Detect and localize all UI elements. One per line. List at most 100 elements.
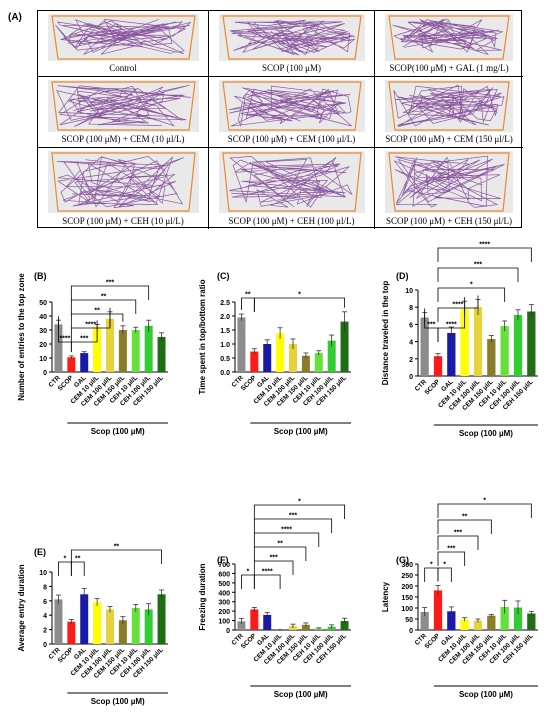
- group-label: Scop (100 µM): [91, 697, 145, 706]
- y-tick-label: 4: [409, 340, 413, 347]
- significance-label: **: [94, 308, 100, 315]
- bar: [513, 314, 523, 376]
- significance-bracket: [70, 320, 98, 352]
- x-tick-label: SCOP: [423, 632, 441, 650]
- swim-track: [229, 19, 356, 56]
- panel-label: (B): [34, 271, 47, 281]
- bar: [276, 333, 285, 372]
- bar: [80, 353, 89, 372]
- y-tick-label: 600: [218, 571, 230, 578]
- significance-label: **: [277, 541, 283, 548]
- tracking-grid: Control SCOP (100 μM) SCOP(100 μM) + GAL (…: [37, 10, 523, 229]
- significance-label: *: [470, 282, 473, 289]
- bar: [500, 606, 509, 630]
- bar: [144, 325, 153, 372]
- significance-label: ***: [447, 546, 455, 553]
- significance-label: ****: [262, 569, 273, 576]
- bar: [289, 344, 297, 372]
- tracking-plot: [385, 80, 513, 132]
- tank-outline: [51, 81, 196, 131]
- tracking-plot: [219, 80, 365, 132]
- tracking-caption: SCOP (100 μM) + CEH (150 μl/L): [386, 216, 512, 226]
- tracking-caption: SCOP (100 μM) + CEM (10 μl/L): [61, 134, 185, 144]
- bar: [54, 324, 63, 372]
- tracking-cell: SCOP (100 μM) + CEM (100 μl/L): [209, 77, 375, 148]
- significance-bracket: [253, 297, 345, 312]
- significance-bracket: [58, 561, 72, 576]
- bar: [157, 594, 166, 644]
- bar: [460, 308, 469, 376]
- significance-label: ***: [270, 555, 278, 562]
- chart-g: (G)Latency050100150200250300CTRSCOPGALCE…: [381, 498, 538, 699]
- y-tick-label: 8: [43, 584, 47, 591]
- chart-c: (C) Time spent in top/bottom ratio 0.0 0.5 1…: [198, 271, 351, 436]
- significance-bracket: [437, 551, 466, 566]
- tracking-cell: SCOP (100 μM) + CEH (100 μl/L): [209, 148, 375, 229]
- bar: [118, 330, 127, 372]
- significance-label: ***: [289, 513, 297, 520]
- significance-bracket: [241, 574, 255, 589]
- bar: [250, 609, 259, 630]
- y-axis-label: Latency: [381, 581, 390, 612]
- bar: [118, 620, 127, 644]
- y-tick-label: 30: [39, 328, 47, 335]
- tank-outline: [51, 15, 196, 60]
- swim-track: [393, 155, 505, 208]
- significance-label: *: [247, 569, 250, 576]
- bar: [80, 594, 89, 644]
- y-tick-label: 200: [401, 584, 413, 591]
- significance-label: **: [75, 556, 81, 563]
- tracking-plot: [219, 14, 365, 61]
- y-tick-label: 300: [401, 562, 413, 569]
- bar: [460, 619, 469, 630]
- significance-label: *: [430, 562, 433, 569]
- bar: [54, 599, 63, 644]
- y-axis-label: Time spent in top/bottom ratio: [198, 279, 207, 394]
- swim-track: [228, 85, 352, 128]
- y-tick-label: 10: [405, 288, 413, 295]
- bar: [106, 609, 114, 644]
- significance-bracket: [253, 560, 294, 575]
- x-tick-label: SCOP: [240, 374, 258, 392]
- x-tick-label: SCOP: [57, 646, 75, 664]
- significance-label: *: [298, 499, 301, 506]
- tracking-cell: SCOP(100 μM) + GAL (1 mg/L): [375, 11, 523, 77]
- significance-bracket: [70, 285, 150, 300]
- y-tick-label: 8: [409, 305, 413, 312]
- y-tick-label: 150: [401, 595, 413, 602]
- y-tick-label: 1.5: [220, 328, 230, 335]
- significance-label: ****: [85, 322, 96, 329]
- panel-label: (F): [217, 555, 229, 565]
- significance-label: **: [245, 292, 251, 299]
- bar: [93, 602, 102, 644]
- significance-label: ****: [59, 336, 70, 343]
- significance-label: **: [462, 514, 468, 521]
- y-tick-label: 2.5: [220, 300, 230, 307]
- bar: [487, 615, 496, 630]
- group-label: Scop (100 µM): [459, 429, 513, 438]
- y-axis-label: Freezing duration: [198, 563, 207, 630]
- significance-bracket: [70, 299, 137, 314]
- tracking-caption: SCOP (100 μM) + CEH (100 μl/L): [228, 216, 355, 226]
- tracking-cell: SCOP (100 μM) + CEH (150 μl/L): [375, 148, 523, 229]
- significance-bracket: [437, 267, 519, 282]
- tank-outline: [51, 152, 196, 212]
- x-tick-label: SCOP: [57, 374, 75, 392]
- tracking-caption: SCOP (100 μM) + CEM (150 μl/L): [385, 134, 513, 144]
- bar: [420, 611, 429, 630]
- swim-track: [229, 156, 353, 208]
- panel-label: (G): [396, 555, 409, 565]
- bar: [157, 337, 166, 372]
- x-tick-label: SCOP: [423, 378, 441, 396]
- significance-bracket: [437, 519, 492, 534]
- significance-label: *: [443, 562, 446, 569]
- significance-bracket: [437, 503, 532, 518]
- bar: [487, 339, 496, 376]
- tracking-plot: [48, 80, 199, 132]
- tracking-caption: Control: [109, 63, 137, 73]
- y-tick-label: 6: [43, 599, 47, 606]
- y-tick-label: 500: [218, 581, 230, 588]
- swim-track: [392, 18, 504, 55]
- chart-e: (E)Average entry duration 0246810CTRSCOPG…: [17, 544, 168, 706]
- tracking-cell: Control: [38, 11, 209, 77]
